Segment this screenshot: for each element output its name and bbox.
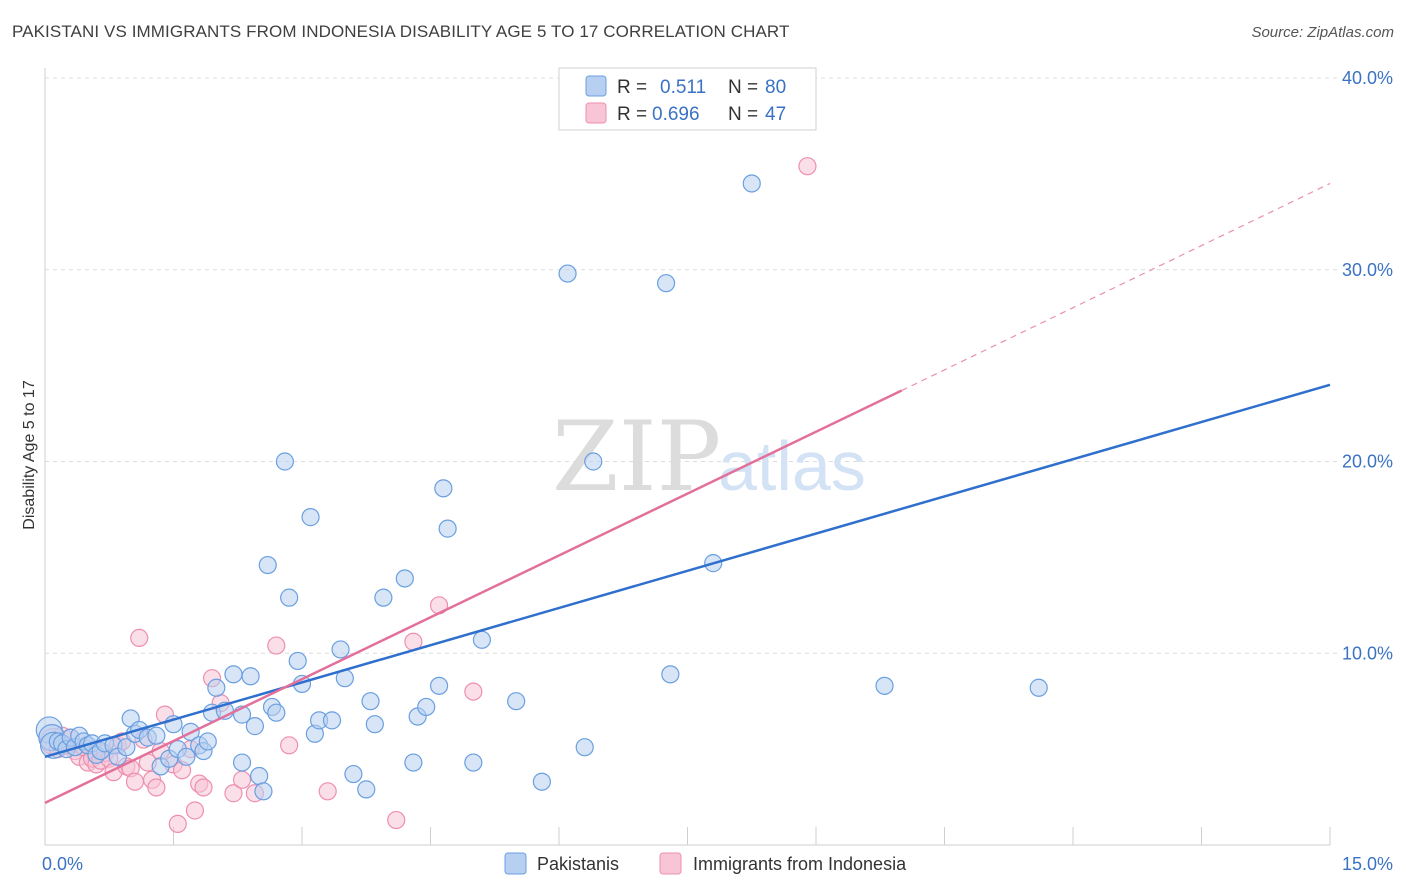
pakistanis-point-66 [438,519,457,538]
tick-labels: 10.0% 20.0% 30.0% 40.0% 0.0% 15.0% [42,68,1393,874]
pakistanis-point-31 [198,732,217,751]
pakistanis-point-60 [395,569,414,588]
pakistanis-point-74 [656,274,676,293]
pakistanis-point-49 [301,508,320,527]
indonesia-point-24 [147,778,166,797]
watermark: ZIP atlas [552,401,866,513]
y-tick-label-2: 30.0% [1342,260,1393,280]
indonesia-point-42 [387,810,406,830]
indonesia-point-33 [194,778,213,797]
pakistanis-point-73 [584,452,603,471]
trend-line-pakistanis [44,383,1331,758]
legend-swatch-indonesia [585,102,607,124]
pakistanis-point-75 [661,665,680,684]
pakistanis-point-70 [532,772,551,791]
indonesia-point-39 [267,636,286,655]
pakistanis-point-69 [507,692,526,711]
bottom-legend: Pakistanis Immigrants from Indonesia [504,852,907,875]
x-tick-label-0: 0.0% [42,854,83,874]
pakistanis-point-45 [275,452,294,471]
pakistanis-point-33 [207,678,226,697]
indonesia-point-36 [224,784,243,803]
bottom-legend-swatch-pakistanis [504,852,527,875]
indonesia-point-46 [798,157,817,176]
indonesia-point-37 [232,770,252,789]
bottom-legend-label-pakistanis: Pakistanis [537,854,619,874]
series-pakistanis-points [35,174,1048,801]
pakistanis-point-53 [331,640,350,659]
pakistanis-point-68 [472,630,491,649]
pakistanis-point-35 [224,665,243,684]
legend-swatch-pakistanis [585,75,607,97]
pakistanis-point-27 [177,747,196,766]
indonesia-point-40 [280,736,299,755]
indonesia-point-20 [130,628,149,648]
trend-line-indonesia [44,389,903,804]
legend-n-label-2: N = [728,104,758,125]
pakistanis-point-78 [875,676,894,695]
pakistanis-point-42 [258,555,277,575]
pakistanis-point-41 [254,782,273,801]
pakistanis-point-39 [245,717,264,736]
pakistanis-point-22 [147,726,166,745]
legend-n-label-1: N = [728,77,758,98]
pakistanis-point-38 [241,667,260,686]
pakistanis-point-71 [558,264,577,283]
indonesia-point-31 [185,801,205,820]
watermark-atlas: atlas [718,427,866,505]
legend-box: R = 0.511 N = 80 R = 0.696 N = 47 [558,67,817,131]
indonesia-point-19 [125,772,145,791]
pakistanis-point-52 [322,711,342,730]
pakistanis-point-67 [464,753,483,772]
chart-title: PAKISTANI VS IMMIGRANTS FROM INDONESIA D… [12,22,790,41]
pakistanis-point-40 [250,766,269,786]
pakistanis-point-17 [117,738,136,757]
y-axis-label: Disability Age 5 to 17 [21,380,38,530]
pakistanis-point-79 [1029,678,1048,697]
pakistanis-point-61 [404,753,423,772]
legend-n-value-1: 80 [765,77,786,98]
pakistanis-point-56 [357,780,376,799]
legend-r-label-2: R = [617,104,647,125]
pakistanis-point-47 [288,651,307,671]
pakistanis-point-55 [344,764,363,784]
trend-line-indonesia-extrapolated [901,182,1331,392]
pakistanis-point-77 [742,174,761,193]
pakistanis-point-64 [429,676,449,695]
pakistanis-point-57 [361,692,380,711]
pakistanis-point-36 [232,753,252,772]
legend-r-label-1: R = [617,77,647,98]
watermark-zip: ZIP [552,401,721,513]
grid-lines [45,77,1338,654]
chart-source: Source: ZipAtlas.com [1251,24,1394,41]
pakistanis-point-72 [575,738,594,757]
y-tick-label-0: 10.0% [1342,643,1393,663]
indonesia-point-41 [318,782,337,801]
bottom-legend-label-indonesia: Immigrants from Indonesia [693,854,907,874]
x-tick-label-1: 15.0% [1342,854,1393,874]
pakistanis-point-59 [374,588,393,607]
pakistanis-point-65 [434,479,453,498]
pakistanis-point-63 [417,697,436,717]
legend-r-value-1: 0.511 [660,77,706,98]
trend-lines [44,182,1331,804]
legend-r-value-2: 0.696 [652,104,700,125]
pakistanis-point-44 [267,703,286,722]
indonesia-point-28 [168,814,187,834]
bottom-legend-swatch-indonesia [659,852,682,875]
pakistanis-point-58 [365,715,384,734]
y-tick-label-1: 20.0% [1342,452,1393,472]
axes [44,68,1331,846]
y-tick-label-3: 40.0% [1342,68,1393,88]
indonesia-point-45 [464,682,483,701]
legend-n-value-2: 47 [765,104,786,125]
pakistanis-point-46 [280,588,299,607]
